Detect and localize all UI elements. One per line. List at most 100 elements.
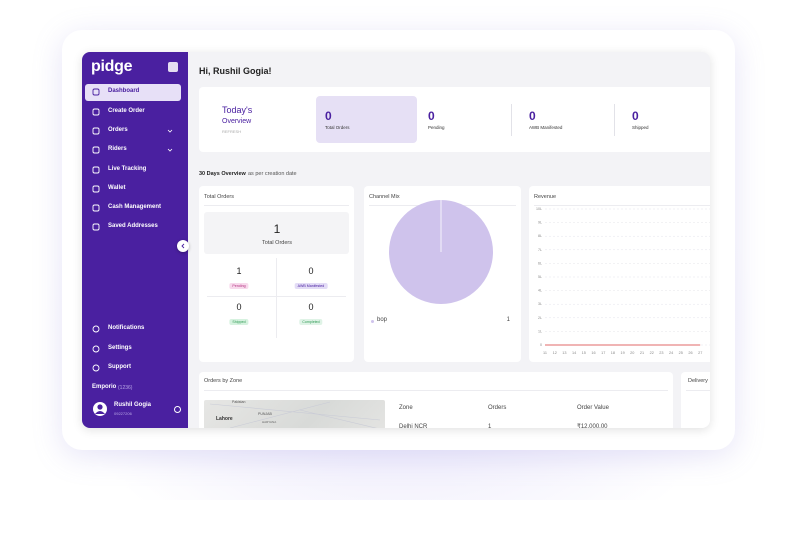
x-tick-label: 23 bbox=[659, 351, 663, 355]
x-tick-label: 17 bbox=[601, 351, 605, 355]
menu-item[interactable]: Create Order bbox=[108, 108, 145, 115]
avatar-head bbox=[97, 404, 103, 410]
search-button[interactable] bbox=[168, 62, 178, 72]
table-header: Order Value bbox=[577, 405, 609, 412]
x-tick-label: 18 bbox=[611, 351, 615, 355]
today-title: Today's bbox=[222, 104, 253, 115]
menu-item[interactable]: Notifications bbox=[108, 325, 145, 332]
stat-value: 0 bbox=[428, 108, 435, 123]
stat-value: 0 bbox=[325, 108, 332, 123]
y-tick-label: 9L bbox=[538, 221, 542, 225]
table-header: Zone bbox=[399, 405, 413, 412]
x-tick-label: 14 bbox=[572, 351, 576, 355]
overview-subtitle: as per creation date bbox=[248, 170, 297, 177]
table-cell: Delhi NCR bbox=[399, 424, 428, 428]
sidebar bbox=[82, 52, 188, 428]
menu-icon bbox=[92, 325, 100, 333]
map-label: PUNJAB bbox=[258, 411, 272, 416]
menu-icon bbox=[92, 185, 100, 193]
table-cell: 1 bbox=[488, 424, 492, 428]
add-account[interactable] bbox=[174, 406, 181, 413]
stat-label: Total Orders bbox=[325, 125, 350, 131]
card-title: Orders by Zone bbox=[204, 377, 243, 384]
user-name: Rushil Gogia bbox=[114, 402, 152, 409]
card-title: Total Orders bbox=[204, 193, 234, 200]
stat-value: 1 bbox=[236, 265, 242, 276]
map-road bbox=[209, 403, 381, 421]
avatar-body bbox=[95, 411, 105, 414]
menu-icon bbox=[92, 364, 100, 372]
card-title: Revenue bbox=[534, 193, 557, 200]
y-tick-label: 5L bbox=[538, 275, 542, 279]
x-tick-label: 22 bbox=[650, 351, 654, 355]
chevron bbox=[167, 129, 173, 133]
map-road bbox=[299, 409, 377, 428]
active-item bbox=[85, 84, 181, 101]
today-note: REFRESH bbox=[222, 128, 242, 134]
y-tick-label: 6L bbox=[538, 261, 542, 265]
y-tick-label: 2L bbox=[538, 316, 542, 320]
menu-icon bbox=[92, 166, 100, 174]
today-highlight bbox=[316, 96, 417, 143]
x-tick-label: 16 bbox=[591, 351, 595, 355]
y-tick-label: 3L bbox=[538, 302, 542, 306]
today-subtitle: Overview bbox=[222, 117, 252, 125]
menu-icon bbox=[92, 345, 100, 353]
card-title: Delivery bbox=[688, 377, 708, 384]
x-tick-label: 19 bbox=[620, 351, 624, 355]
x-tick-label: 15 bbox=[582, 351, 586, 355]
y-tick-label: 10L bbox=[536, 207, 542, 211]
map-label: Pakistan bbox=[232, 399, 246, 404]
y-tick-label: 0 bbox=[540, 343, 542, 347]
menu-icon bbox=[92, 204, 100, 212]
x-tick-label: 24 bbox=[669, 351, 673, 355]
collapse-arrow bbox=[181, 243, 185, 249]
account-name: Emporio bbox=[92, 384, 117, 391]
menu-item[interactable]: Cash Management bbox=[108, 204, 162, 211]
divider bbox=[614, 104, 615, 136]
table-cell: ₹12,000.00 bbox=[577, 424, 608, 428]
collapse-button[interactable] bbox=[177, 240, 189, 252]
menu-item[interactable]: Live Tracking bbox=[108, 166, 147, 173]
status-badge: Pending bbox=[229, 282, 249, 290]
status-badge: AWB Manifested bbox=[294, 282, 328, 290]
menu-icon bbox=[92, 108, 100, 116]
account-code: (1236) bbox=[118, 385, 133, 391]
menu-icon bbox=[92, 127, 100, 135]
x-tick-label: 20 bbox=[630, 351, 634, 355]
menu-item[interactable]: Dashboard bbox=[108, 88, 140, 95]
menu-item[interactable]: Saved Addresses bbox=[108, 223, 158, 230]
card-divider bbox=[686, 390, 710, 391]
menu-item[interactable]: Orders bbox=[108, 127, 128, 134]
menu-item[interactable]: Support bbox=[108, 364, 131, 371]
menu-icon bbox=[92, 146, 100, 154]
grid-divider bbox=[276, 258, 277, 338]
app-window: 0 1L 2L 3L 4L 5L 6L 7L 8L 9L 10L 11 12 13 14 15 16 17 18 19… bbox=[82, 52, 710, 428]
card-divider bbox=[204, 390, 668, 391]
revenue-card bbox=[529, 186, 710, 362]
stat-label: Pending bbox=[428, 125, 445, 131]
y-tick-label: 4L bbox=[538, 289, 542, 293]
menu-item[interactable]: Wallet bbox=[108, 185, 126, 192]
divider bbox=[511, 104, 512, 136]
x-tick-label: 27 bbox=[698, 351, 702, 355]
stat-value: 0 bbox=[236, 301, 242, 312]
card-title: Channel Mix bbox=[369, 193, 400, 200]
legend-value: 1 bbox=[506, 317, 510, 324]
menu-item[interactable]: Riders bbox=[108, 146, 127, 153]
x-tick-label: 26 bbox=[688, 351, 692, 355]
table-header: Orders bbox=[488, 405, 507, 412]
y-tick-label: 7L bbox=[538, 248, 542, 252]
status-badge: Shipped bbox=[229, 318, 249, 326]
delivery-card bbox=[681, 372, 710, 428]
menu-icon bbox=[92, 223, 100, 231]
y-tick-label: 8L bbox=[538, 234, 542, 238]
greeting: Hi, Rushil Gogia! bbox=[199, 65, 272, 76]
total-box bbox=[204, 212, 349, 254]
menu-icon bbox=[92, 88, 100, 96]
menu-item[interactable]: Settings bbox=[108, 345, 132, 352]
y-tick-label: 1L bbox=[538, 329, 542, 333]
user-phone: 09227206 bbox=[114, 410, 132, 416]
